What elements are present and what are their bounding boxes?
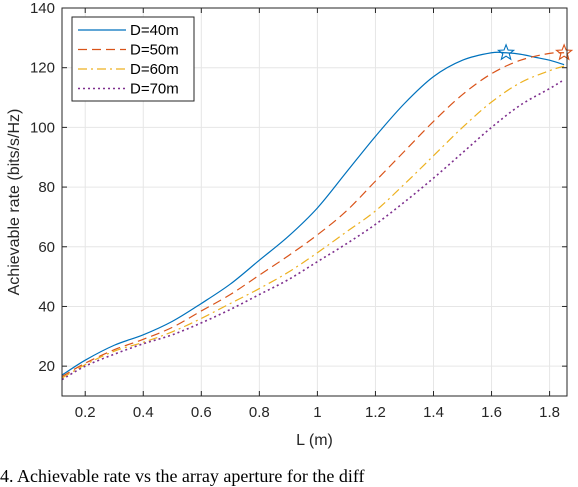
- y-tick-label: 80: [38, 179, 55, 196]
- x-tick-label: 0.2: [75, 404, 96, 421]
- grid-lines: [62, 7, 567, 396]
- y-axis-label: Achievable rate (bits/s/Hz): [6, 109, 23, 296]
- legend-box: [71, 16, 195, 102]
- axis-ticks: 0.2 0.4 0.6 0.8 1 1.2 1.4 1.6 1.8 20 40 60 80 100 120 1…: [30, 0, 567, 421]
- x-tick-label: 0.4: [133, 404, 154, 421]
- y-tick-label: 120: [30, 60, 55, 77]
- y-tick-label: 140: [30, 0, 55, 17]
- optimum-star-marker-1: [496, 43, 516, 61]
- x-tick-label: 1.2: [365, 404, 386, 421]
- x-tick-label: 1: [313, 404, 321, 421]
- legend-label-2: D=50m: [130, 42, 179, 59]
- plot-frame: [61, 7, 568, 397]
- series-line-3: [61, 65, 565, 379]
- x-tick-label: 1.8: [539, 404, 560, 421]
- y-tick-label: 60: [38, 239, 55, 256]
- x-axis-label: L (m): [296, 432, 333, 449]
- series-line-1: [61, 51, 565, 376]
- x-tick-label: 1.6: [481, 404, 502, 421]
- optimum-star-marker-2: [555, 43, 574, 61]
- y-tick-label: 100: [30, 119, 55, 136]
- x-tick-label: 1.4: [423, 404, 444, 421]
- figure-caption: 4. Achievable rate vs the array aperture…: [0, 466, 365, 486]
- legend-label-1: D=40m: [130, 22, 179, 39]
- legend-label-3: D=60m: [130, 61, 179, 78]
- series-line-2: [61, 52, 565, 378]
- x-tick-label: 0.6: [191, 404, 212, 421]
- line-chart: 0.2 0.4 0.6 0.8 1 1.2 1.4 1.6 1.8 20 40 60 80 100 120 1…: [6, 0, 574, 449]
- series-group: [61, 43, 574, 381]
- legend: D=40m D=50m D=60m D=70m: [71, 16, 195, 102]
- y-tick-label: 20: [38, 358, 55, 375]
- legend-label-4: D=70m: [130, 81, 179, 98]
- x-tick-label: 0.8: [249, 404, 270, 421]
- y-tick-label: 40: [38, 298, 55, 315]
